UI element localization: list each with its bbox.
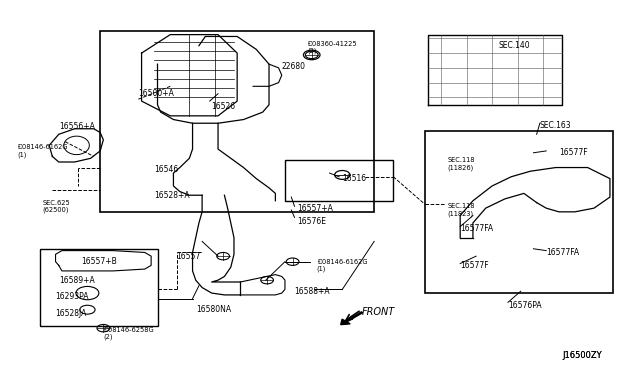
Text: SEC.118
(11823): SEC.118 (11823) bbox=[447, 203, 475, 217]
Text: 16589+A: 16589+A bbox=[59, 276, 95, 285]
Bar bbox=[100, 31, 374, 212]
Text: SEC.163: SEC.163 bbox=[540, 121, 572, 129]
Text: SEC.118
(11826): SEC.118 (11826) bbox=[447, 157, 475, 171]
Text: 16293PA: 16293PA bbox=[56, 292, 89, 301]
Text: 16546: 16546 bbox=[154, 165, 179, 174]
Text: 16576E: 16576E bbox=[298, 217, 326, 225]
Bar bbox=[425, 131, 613, 293]
Text: 16528JA: 16528JA bbox=[56, 309, 87, 318]
Text: FRONT: FRONT bbox=[362, 307, 395, 317]
Text: 16588+A: 16588+A bbox=[294, 287, 330, 296]
Text: 16556+A: 16556+A bbox=[59, 122, 95, 131]
Text: Ð08146-6258G
(2): Ð08146-6258G (2) bbox=[103, 327, 154, 340]
Text: J16500ZY: J16500ZY bbox=[562, 351, 602, 360]
Text: SEC.625
(62500): SEC.625 (62500) bbox=[43, 199, 70, 213]
Text: 16557+A: 16557+A bbox=[298, 203, 333, 213]
Text: 16500+A: 16500+A bbox=[138, 89, 174, 98]
Text: 16526: 16526 bbox=[212, 102, 236, 111]
Text: 16580NA: 16580NA bbox=[196, 305, 231, 314]
Bar bbox=[285, 160, 394, 201]
Text: Ð08146-6162G
(1): Ð08146-6162G (1) bbox=[317, 259, 367, 272]
FancyArrow shape bbox=[340, 312, 363, 325]
Text: 16557+B: 16557+B bbox=[81, 257, 116, 266]
Text: 16516: 16516 bbox=[342, 174, 367, 183]
Text: 22680: 22680 bbox=[282, 61, 306, 71]
Text: 16577F: 16577F bbox=[559, 148, 588, 157]
Text: J16500ZY: J16500ZY bbox=[562, 351, 602, 360]
Text: Ð08360-41225
(2): Ð08360-41225 (2) bbox=[307, 41, 357, 54]
Text: SEC.140: SEC.140 bbox=[499, 41, 530, 50]
Text: 16557: 16557 bbox=[177, 251, 201, 261]
Text: 16577F: 16577F bbox=[460, 261, 489, 270]
Bar bbox=[40, 249, 157, 326]
Text: 16576PA: 16576PA bbox=[508, 301, 541, 311]
Text: 16577FA: 16577FA bbox=[460, 224, 493, 233]
Text: 16577FA: 16577FA bbox=[546, 248, 579, 257]
Text: 16528+A: 16528+A bbox=[154, 191, 190, 200]
Text: Ð08146-6162G
(1): Ð08146-6162G (1) bbox=[17, 144, 68, 158]
